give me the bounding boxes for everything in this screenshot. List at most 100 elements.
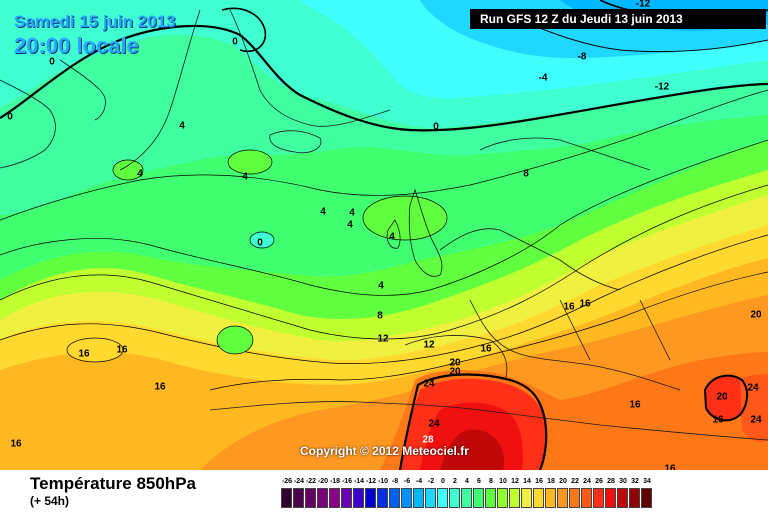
scale-swatch (605, 488, 616, 508)
scale-swatch (365, 488, 376, 508)
contour-label: 8 (377, 311, 383, 322)
scale-swatch (593, 488, 604, 508)
scale-label: -14 (353, 478, 365, 485)
contour-label: 24 (428, 419, 440, 430)
scale-swatch (629, 488, 640, 508)
contour-zero-arc (221, 7, 267, 52)
scale-label: 26 (595, 478, 603, 485)
scale-label: 12 (511, 478, 519, 485)
field-hotspot-east (705, 375, 748, 421)
isotherm-12 (0, 184, 768, 340)
contour-label: -12 (636, 0, 651, 10)
contour-zero-north (0, 24, 768, 132)
scale-swatch (329, 488, 340, 508)
scale-label: 28 (607, 478, 615, 485)
lead-time: (+ 54h) (30, 494, 70, 508)
scale-swatch (545, 488, 556, 508)
contour-label: 4 (378, 281, 384, 292)
contour-label: 4 (347, 220, 353, 231)
contour-label: 4 (389, 232, 395, 243)
scale-label: 32 (631, 478, 639, 485)
scale-swatch (305, 488, 316, 508)
scale-swatch (509, 488, 520, 508)
scale-label: -22 (305, 478, 317, 485)
scale-label: 8 (489, 478, 493, 485)
coastline-europe (439, 137, 681, 391)
scale-label: 34 (643, 478, 651, 485)
contour-label: 12 (423, 340, 435, 351)
contour-label: 16 (78, 349, 90, 360)
field-band-30-32 (440, 429, 505, 470)
contour-label: 16 (664, 464, 676, 470)
contour-label: 12 (377, 334, 389, 345)
contour-label: -12 (655, 82, 670, 93)
contour-label: 16 (116, 345, 128, 356)
scale-swatch (341, 488, 352, 508)
scale-swatch (617, 488, 628, 508)
coastline-greenland (119, 9, 391, 171)
scale-label: -18 (329, 478, 341, 485)
contour-label: 20 (449, 358, 461, 369)
forecast-date: Samedi 15 juin 2013 (14, 12, 176, 31)
contour-label: 16 (10, 439, 22, 450)
scale-swatch (485, 488, 496, 508)
cold-pool-contour (249, 231, 275, 249)
contour-label: 0 (232, 37, 238, 48)
scale-swatch (413, 488, 424, 508)
scale-label: 30 (619, 478, 627, 485)
contour-label: 4 (349, 208, 355, 219)
contour-label: 4 (242, 172, 248, 183)
scale-label: -20 (317, 478, 329, 485)
coastline-iceland (269, 130, 322, 154)
scale-label: 20 (559, 478, 567, 485)
run-info-text: Run GFS 12 Z du Jeudi 13 juin 2013 (480, 12, 683, 26)
coastline-britain (386, 188, 443, 277)
scale-label: -8 (391, 478, 399, 485)
scale-label: -4 (415, 478, 423, 485)
scale-swatch (473, 488, 484, 508)
scale-label: 16 (535, 478, 543, 485)
isotherm-4 (0, 89, 768, 221)
scale-label: 22 (571, 478, 579, 485)
isotherm-8 (0, 139, 768, 296)
scale-label: -12 (365, 478, 377, 485)
scale-label: 18 (547, 478, 555, 485)
scale-label: -16 (341, 478, 353, 485)
contour-label: 16 (563, 302, 575, 313)
scale-label: 0 (441, 478, 445, 485)
contour-label: 24 (750, 415, 762, 426)
scale-swatch (557, 488, 568, 508)
scale-label: -24 (293, 478, 305, 485)
contour-label: 0 (49, 57, 55, 68)
scale-label: 10 (499, 478, 507, 485)
contour-label: 0 (7, 112, 13, 123)
run-info-box (470, 9, 766, 29)
contour-label: 16 (579, 299, 591, 310)
scale-swatch (437, 488, 448, 508)
scale-label: 6 (477, 478, 481, 485)
coastline-canada (0, 59, 106, 169)
scale-swatch (389, 488, 400, 508)
contour-label: 24 (423, 379, 435, 390)
scale-swatch (401, 488, 412, 508)
forecast-time: 20:00 locale (14, 33, 139, 58)
contour-label: 4 (179, 121, 185, 132)
scale-label: 14 (523, 478, 531, 485)
scale-swatch (521, 488, 532, 508)
copyright-text: Copyright © 2012 Meteociel.fr (300, 444, 469, 458)
contour-label: 0 (433, 122, 439, 133)
scale-swatch (353, 488, 364, 508)
contour-label: 16 (480, 344, 492, 355)
contour-label: 20 (750, 310, 762, 321)
island-contour-1 (227, 149, 273, 175)
scale-swatch (569, 488, 580, 508)
contour-label: 20 (449, 367, 461, 378)
contour-label: 4 (137, 169, 143, 180)
isotherm-20 (209, 271, 768, 391)
scale-swatch (377, 488, 388, 508)
contour-label: 8 (523, 169, 529, 180)
contour-label: 24 (747, 383, 759, 394)
warm-pool-west (66, 337, 124, 363)
